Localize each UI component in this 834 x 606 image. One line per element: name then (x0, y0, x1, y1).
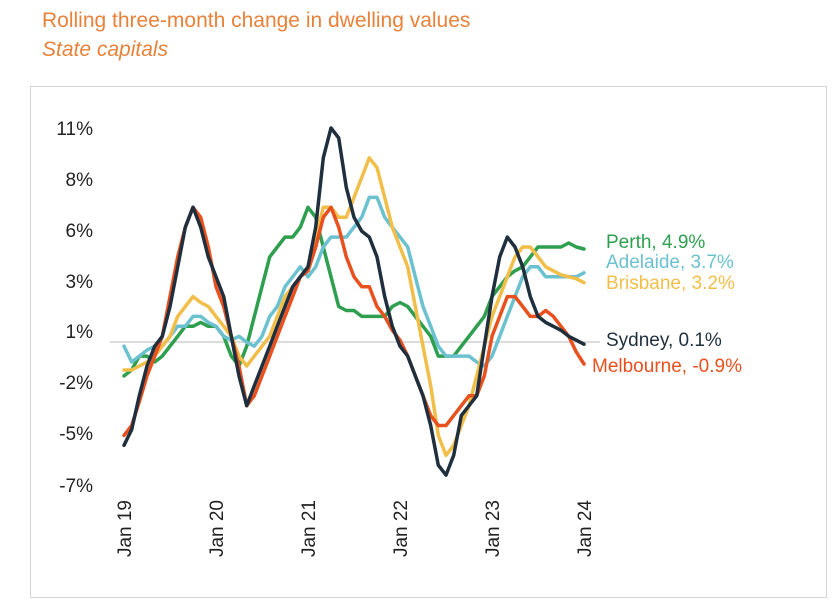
series-line-sydney (122, 126, 586, 477)
end-label-perth: Perth, 4.9% (606, 232, 705, 253)
y-tick-label: -7% (59, 476, 93, 497)
x-tick-label: Jan 22 (391, 500, 412, 557)
chart-title: Rolling three-month change in dwelling v… (42, 9, 471, 32)
end-label-sydney: Sydney, 0.1% (606, 330, 722, 351)
y-tick-label: 8% (66, 170, 94, 191)
end-label-melbourne: Melbourne, -0.9% (592, 356, 742, 377)
series-line-adelaide (122, 195, 586, 368)
series-line-brisbane (122, 156, 586, 458)
y-tick-label: -5% (59, 424, 93, 445)
end-label-brisbane: Brisbane, 3.2% (606, 273, 735, 294)
y-axis: 11% 8% 6% 3% 1% -2% -5% -7% (56, 119, 93, 497)
y-tick-label: -2% (59, 373, 93, 394)
chart-frame (30, 86, 827, 598)
series-line-melbourne (122, 205, 586, 438)
x-tick-label: Jan 24 (575, 500, 596, 557)
y-tick-label: 3% (66, 272, 94, 293)
y-tick-label: 1% (66, 322, 94, 343)
x-tick-label: Jan 20 (207, 500, 228, 557)
series-line-perth (122, 205, 586, 378)
series-end-labels: Perth, 4.9%Adelaide, 3.7%Brisbane, 3.2% S… (592, 232, 742, 377)
end-label-adelaide: Adelaide, 3.7% (606, 252, 734, 273)
y-tick-label: 11% (56, 119, 93, 140)
x-axis: Jan 19 Jan 20 Jan 21 Jan 22 Jan 23 Jan 24 (115, 500, 596, 557)
x-tick-label: Jan 23 (483, 500, 504, 557)
x-tick-label: Jan 21 (299, 500, 320, 557)
chart-subtitle: State capitals (42, 38, 169, 61)
x-tick-label: Jan 19 (115, 500, 136, 557)
series-lines (122, 126, 586, 477)
y-tick-label: 6% (66, 221, 94, 242)
